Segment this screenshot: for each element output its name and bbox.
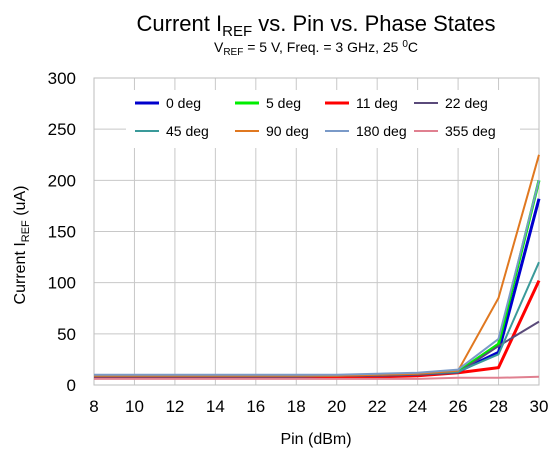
x-tick-label: 12 (165, 397, 184, 416)
legend-box (126, 90, 520, 148)
series-line-90-deg (94, 154, 540, 377)
x-tick-label: 24 (408, 397, 427, 416)
y-tick-label: 50 (57, 325, 76, 344)
x-tick-label: 22 (368, 397, 387, 416)
series-line-0-deg (94, 198, 541, 378)
y-tick-label: 300 (48, 69, 76, 88)
series-line-355-deg (94, 375, 540, 380)
legend-label: 355 deg (445, 123, 496, 139)
tick-labels: 8 10 12 14 16 18 20 22 24 26 28 3005010015020025030… (48, 69, 549, 416)
legend-label: 45 deg (166, 123, 209, 139)
y-axis-label: Current IREF (uA) (12, 186, 32, 305)
y-tick-label: 150 (48, 223, 76, 242)
chart-title: Current IREF vs. Pin vs. Phase States (137, 11, 496, 40)
y-tick-label: 0 (67, 376, 76, 395)
series-line-22-deg (94, 320, 540, 378)
legend-label: 5 deg (266, 95, 301, 111)
series-line-180-deg (94, 180, 540, 376)
legend-label: 0 deg (166, 95, 201, 111)
y-tick-label: 250 (48, 120, 76, 139)
chart-subtitle: VREF = 5 V, Freq. = 3 GHz, 25 0C (214, 39, 418, 58)
plot-area-border (93, 77, 540, 386)
x-tick-label: 16 (246, 397, 265, 416)
x-tick-label: 20 (327, 397, 346, 416)
data-series (94, 154, 541, 380)
y-tick-label: 100 (48, 274, 76, 293)
legend-label: 180 deg (356, 123, 407, 139)
legend-label: 22 deg (445, 95, 488, 111)
x-axis-label: Pin (dBm) (280, 431, 351, 448)
legend-label: 11 deg (356, 95, 398, 111)
x-tick-label: 26 (449, 397, 468, 416)
legend: 0 deg 5 deg 11 deg 22 deg 45 deg 90 deg 180 de… (135, 95, 496, 139)
y-tick-label: 200 (48, 171, 76, 190)
x-tick-label: 14 (206, 397, 225, 416)
x-tick-label: 30 (530, 397, 549, 416)
x-tick-label: 18 (287, 397, 306, 416)
x-tick-label: 10 (125, 397, 144, 416)
legend-label: 90 deg (266, 123, 309, 139)
x-tick-label: 28 (489, 397, 508, 416)
x-tick-label: 8 (89, 397, 98, 416)
